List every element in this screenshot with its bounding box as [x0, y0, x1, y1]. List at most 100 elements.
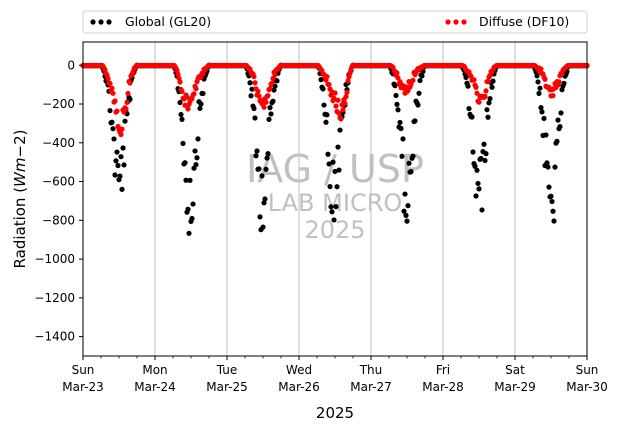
x-tick-date: Mar-26 [278, 380, 319, 394]
global-point [247, 80, 253, 86]
diffuse-point [182, 102, 188, 108]
global-point [179, 116, 185, 122]
y-tick-label: −1200 [34, 291, 75, 305]
global-point [551, 218, 557, 224]
global-point [335, 144, 341, 150]
global-point [120, 145, 126, 151]
global-point [109, 119, 115, 125]
global-point [198, 101, 204, 107]
diffuse-point [114, 108, 120, 114]
diffuse-point [110, 90, 116, 96]
global-point [256, 166, 262, 172]
global-point [264, 155, 270, 161]
diffuse-point [107, 80, 113, 86]
diffuse-point [345, 78, 351, 84]
global-point [465, 83, 471, 89]
global-point [484, 107, 490, 113]
legend-marker-diffuse [445, 19, 467, 25]
diffuse-point [256, 93, 262, 99]
diffuse-point [550, 93, 556, 99]
global-point [118, 154, 124, 160]
global-point [257, 214, 263, 220]
data-points [80, 62, 590, 236]
global-point [473, 193, 479, 199]
global-point [248, 93, 254, 99]
global-point [561, 80, 567, 86]
diffuse-point [335, 97, 341, 103]
global-point [469, 114, 475, 120]
global-point [271, 87, 277, 93]
global-point [558, 110, 564, 116]
diffuse-point [105, 76, 111, 82]
y-tick-label: −800 [42, 213, 75, 227]
x-tick-date: Mar-29 [494, 380, 535, 394]
global-point [543, 132, 549, 138]
global-point [539, 109, 545, 115]
x-tick-date: Mar-30 [566, 380, 607, 394]
diffuse-point [538, 66, 544, 72]
global-point [193, 161, 199, 168]
global-point [122, 118, 128, 124]
global-point [408, 169, 414, 175]
global-point [187, 177, 193, 183]
global-point [401, 208, 407, 214]
global-point [479, 207, 485, 213]
diffuse-point [338, 116, 344, 122]
global-point [265, 151, 271, 157]
series-diffuse [80, 62, 590, 138]
legend: Global (GL20) Diffuse (DF10) [82, 10, 588, 34]
global-point [325, 151, 331, 157]
global-point [403, 212, 409, 218]
global-point [536, 90, 542, 97]
global-point [329, 209, 335, 215]
x-tick-weekday: Thu [359, 363, 383, 377]
global-point [177, 99, 183, 106]
global-point [192, 148, 198, 154]
global-point [412, 118, 418, 124]
legend-box [82, 10, 588, 34]
global-point [254, 148, 260, 154]
global-point [320, 86, 326, 92]
global-point [481, 141, 487, 147]
y-tick-label: 0 [67, 58, 75, 72]
watermark: IAG / USP LAB MICRO 2025 [246, 147, 424, 244]
global-point [557, 123, 563, 130]
global-point [482, 157, 488, 164]
global-point [393, 92, 399, 99]
global-point [399, 153, 405, 159]
global-point [417, 77, 423, 84]
global-point [327, 183, 333, 190]
x-tick-weekday: Sun [72, 363, 95, 377]
x-tick-weekday: Sun [576, 363, 599, 377]
global-point [490, 78, 496, 84]
diffuse-point [483, 88, 489, 94]
x-gridlines [154, 42, 516, 356]
global-point [478, 155, 484, 162]
diffuse-point [343, 94, 349, 100]
diffuse-point [118, 131, 124, 138]
x-tick-weekday: Tue [216, 363, 238, 377]
diffuse-point [476, 99, 482, 105]
global-point [328, 204, 334, 210]
global-point [472, 163, 478, 169]
global-point [268, 111, 274, 117]
global-point [119, 186, 125, 192]
watermark-line-2: LAB MICRO [268, 189, 403, 217]
diffuse-point [324, 74, 330, 80]
global-point [107, 107, 113, 114]
diffuse-point [336, 110, 342, 116]
global-point [555, 117, 561, 123]
x-axis-ticks: Sun Mar-23 Mon Mar-24 Tue Mar-25 Wed Mar-26 Thu M… [62, 356, 608, 394]
global-point [552, 164, 558, 170]
global-point [252, 115, 258, 121]
diffuse-point [265, 92, 271, 99]
diffuse-point [332, 90, 338, 96]
global-point [404, 218, 410, 224]
global-point [402, 191, 408, 197]
y-tick-label: −400 [42, 136, 75, 150]
diffuse-point [261, 104, 267, 110]
global-point [197, 105, 203, 112]
global-point [415, 102, 421, 108]
global-point [538, 105, 544, 111]
global-point [398, 125, 404, 132]
